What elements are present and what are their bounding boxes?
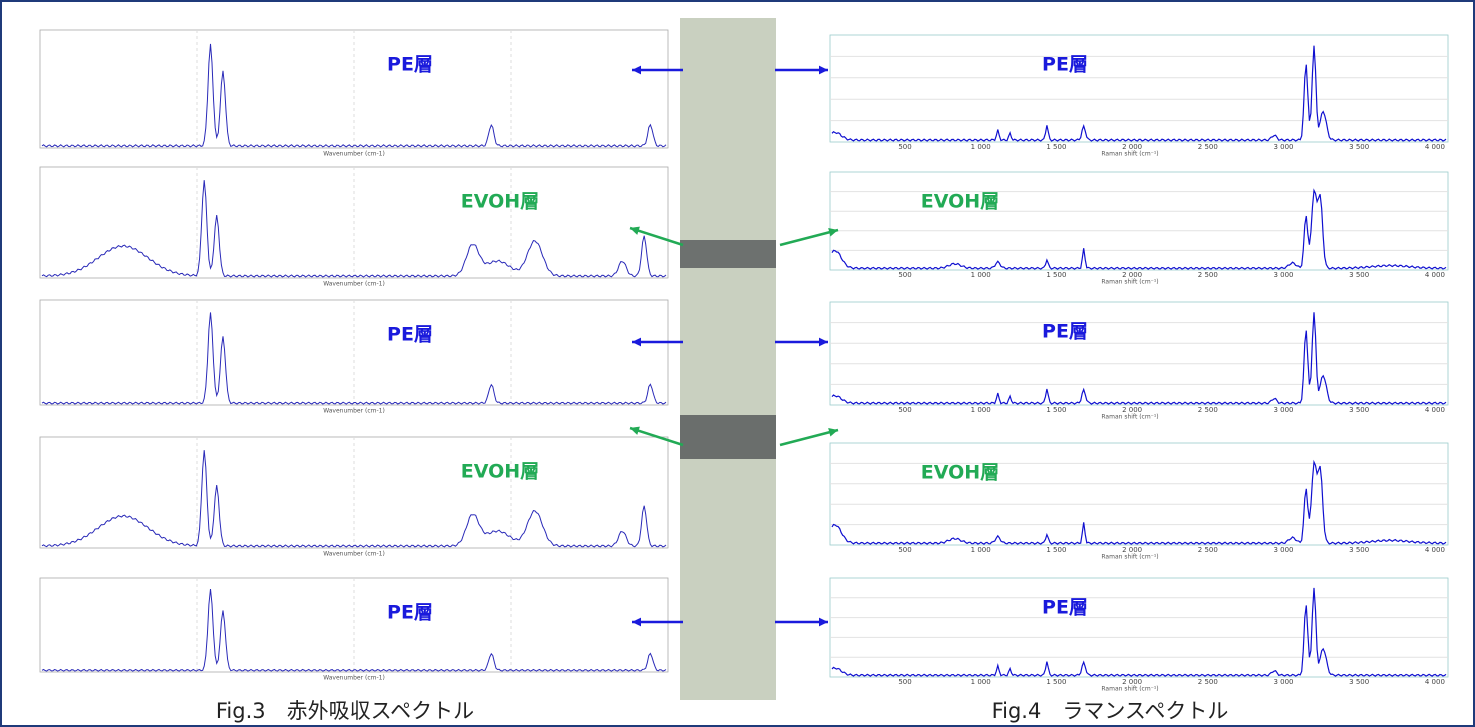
raman-panel <box>830 578 1448 677</box>
x-tick-label: 1 000 <box>971 143 991 151</box>
x-tick-label: 500 <box>898 678 911 686</box>
x-tick-label: 500 <box>898 143 911 151</box>
axis-title: Raman shift (cm⁻¹) <box>1101 554 1158 561</box>
x-tick-label: 500 <box>898 406 911 414</box>
ir-panel <box>40 300 668 405</box>
x-tick-label: 1 500 <box>1046 678 1066 686</box>
x-tick-label: 3 000 <box>1273 678 1293 686</box>
x-tick-label: 1 000 <box>971 406 991 414</box>
caption: Fig.4 ラマンスペクトル <box>992 699 1229 723</box>
x-tick-label: 4 000 <box>1425 678 1445 686</box>
layer-label: PE層 <box>387 602 433 624</box>
evoh-band <box>680 415 776 459</box>
layer-label: EVOH層 <box>461 461 539 483</box>
x-tick-label: 3 500 <box>1349 546 1369 554</box>
raman-panel <box>830 302 1448 405</box>
axis-title: Raman shift (cm⁻¹) <box>1101 151 1158 158</box>
x-tick-label: 2 500 <box>1198 271 1218 279</box>
x-tick-label: 2 500 <box>1198 406 1218 414</box>
x-tick-label: 3 000 <box>1273 143 1293 151</box>
axis-title: Wavenumber (cm-1) <box>323 551 385 558</box>
layer-label: PE層 <box>387 54 433 76</box>
axis-title: Wavenumber (cm-1) <box>323 408 385 415</box>
x-tick-label: 1 000 <box>971 678 991 686</box>
raman-panel <box>830 443 1448 545</box>
raman-panel <box>830 35 1448 142</box>
axis-title: Wavenumber (cm-1) <box>323 281 385 288</box>
raman-panel <box>830 172 1448 270</box>
x-tick-label: 3 000 <box>1273 546 1293 554</box>
layer-label: PE層 <box>387 324 433 346</box>
x-tick-label: 3 000 <box>1273 406 1293 414</box>
x-tick-label: 3 000 <box>1273 271 1293 279</box>
layer-label: PE層 <box>1042 597 1088 619</box>
x-tick-label: 2 500 <box>1198 143 1218 151</box>
ir-panel <box>40 30 668 148</box>
strip <box>680 18 776 700</box>
axis-title: Raman shift (cm⁻¹) <box>1101 279 1158 286</box>
x-tick-label: 2 500 <box>1198 546 1218 554</box>
x-tick-label: 1 000 <box>971 271 991 279</box>
x-tick-label: 4 000 <box>1425 546 1445 554</box>
x-tick-label: 1 500 <box>1046 271 1066 279</box>
x-tick-label: 4 000 <box>1425 271 1445 279</box>
layer-label: PE層 <box>1042 54 1088 76</box>
cross-section-photo <box>680 18 776 700</box>
axis-title: Raman shift (cm⁻¹) <box>1101 686 1158 693</box>
x-tick-label: 500 <box>898 271 911 279</box>
x-tick-label: 3 500 <box>1349 143 1369 151</box>
layer-label: EVOH層 <box>921 191 999 213</box>
x-tick-label: 500 <box>898 546 911 554</box>
x-tick-label: 3 500 <box>1349 406 1369 414</box>
x-tick-label: 4 000 <box>1425 143 1445 151</box>
axis-title: Wavenumber (cm-1) <box>323 151 385 158</box>
figure: Fig.3 赤外吸収スペクトル Fig.4 ラマンスペクトル Wavenumbe… <box>0 0 1475 727</box>
x-tick-label: 4 000 <box>1425 406 1445 414</box>
x-tick-label: 1 500 <box>1046 546 1066 554</box>
x-tick-label: 1 000 <box>971 546 991 554</box>
x-tick-label: 1 500 <box>1046 406 1066 414</box>
x-tick-label: 3 500 <box>1349 678 1369 686</box>
x-tick-label: 3 500 <box>1349 271 1369 279</box>
caption: Fig.3 赤外吸収スペクトル <box>216 699 474 723</box>
x-tick-label: 2 500 <box>1198 678 1218 686</box>
layer-label: EVOH層 <box>461 191 539 213</box>
x-tick-label: 1 500 <box>1046 143 1066 151</box>
axis-title: Wavenumber (cm-1) <box>323 675 385 682</box>
evoh-band <box>680 240 776 268</box>
layer-label: PE層 <box>1042 321 1088 343</box>
layer-label: EVOH層 <box>921 462 999 484</box>
axis-title: Raman shift (cm⁻¹) <box>1101 414 1158 421</box>
